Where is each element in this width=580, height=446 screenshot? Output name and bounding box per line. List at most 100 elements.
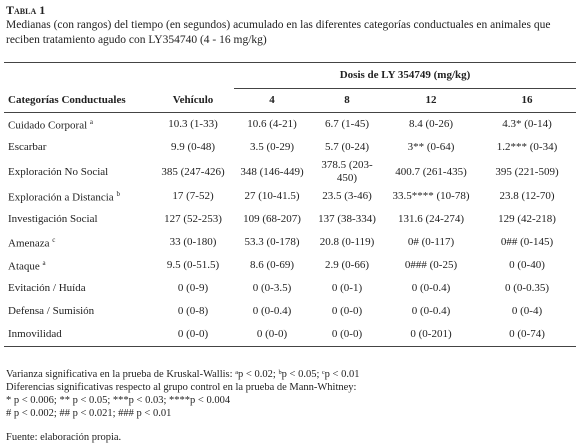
row-label: Escarbar <box>4 136 152 159</box>
cell: 4.3* (0-14) <box>502 118 552 130</box>
cell: 0 (0-4) <box>511 305 543 317</box>
cell: 348 (146-449) <box>240 165 304 178</box>
cell: 0 (0-0) <box>234 323 310 347</box>
cell: 0 (0-0) <box>310 323 384 347</box>
column-header: 8 <box>310 88 384 113</box>
row: Exploración No Social 385 (247-426) 348 (1… <box>4 159 576 185</box>
note-line: Varianza significativa en la prueba de K… <box>6 369 360 380</box>
label-text: Ataque <box>8 260 40 273</box>
cell: 109 (68-207) <box>243 213 301 225</box>
label-text: Escarbar <box>8 141 47 153</box>
cell: 0 (0-0.4) <box>252 305 292 317</box>
cell: 20.8 (0-119) <box>319 236 375 248</box>
row-label: Amenaza c <box>4 231 152 254</box>
row: Investigación Social 127 (52-253) 109 (68-… <box>4 208 576 231</box>
label-text: Evitación / Huída <box>8 282 86 294</box>
label-sup: c <box>52 236 56 245</box>
row-label: Investigación Social <box>4 208 152 231</box>
group-row: Dosis de LY 354749 (mg/kg) <box>4 62 577 89</box>
cell: 1.2*** (0-34) <box>496 141 558 153</box>
cell: 6.7 (1-45) <box>325 118 369 130</box>
note-line: * p < 0.006; ** p < 0.05; ***p < 0.03; *… <box>6 395 231 406</box>
row: Evitación / Huída 0 (0-9) 0 (0-3.5) 0 (0-1)… <box>4 277 576 300</box>
label-text: Cuidado Corporal <box>8 119 88 132</box>
cell: 0 (0-0.4) <box>411 282 451 294</box>
cell: 27 (10-41.5) <box>244 190 300 202</box>
cell: 127 (52-253) <box>164 213 222 225</box>
column-header: 12 <box>384 88 478 113</box>
cell: 23.5 (3-46) <box>322 190 372 202</box>
row: Escarbar 9.9 (0-48) 3.5 (0-29) 5.7 (0-24) 3*… <box>4 136 576 159</box>
cell: 0 (0-1) <box>331 282 363 294</box>
label-text: Exploración a Distancia <box>8 191 114 204</box>
column-header: Vehículo <box>152 88 234 113</box>
label-sup: a <box>42 259 46 268</box>
cell: 53.3 (0-178) <box>244 236 300 248</box>
row-label: Ataque a <box>4 254 152 277</box>
cell: 0 (0-40) <box>509 259 545 271</box>
label-text: Amenaza <box>8 237 50 250</box>
cell: 10.6 (4-21) <box>247 118 297 130</box>
cell: 0## (0-145) <box>500 236 554 248</box>
cell: 0 (0-0.4) <box>411 305 451 317</box>
cell: 0# (0-117) <box>407 236 455 248</box>
cell: 10.3 (1-33) <box>168 118 218 130</box>
cell: 3** (0-64) <box>407 141 455 153</box>
row-label: Evitación / Huída <box>4 277 152 300</box>
table-title: Tabla 1 <box>6 3 46 17</box>
cell: 9.9 (0-48) <box>171 141 215 153</box>
cell: 137 (38-334) <box>318 213 376 225</box>
cell: 8.4 (0-26) <box>409 118 453 130</box>
label-sup: a <box>89 118 93 127</box>
group-header: Dosis de LY 354749 (mg/kg) <box>234 62 577 89</box>
cell: 33.5**** (10-78) <box>392 190 470 202</box>
cell: 0 (0-3.5) <box>252 282 292 294</box>
label-text: Exploración No Social <box>8 165 109 178</box>
row-label: Inmovilidad <box>4 323 152 347</box>
cell: 0 (0-201) <box>384 323 478 347</box>
column-header: 16 <box>478 88 577 113</box>
caption: Medianas (con rangos) del tiempo (en seg… <box>6 19 551 46</box>
cell: 5.7 (0-24) <box>325 141 369 153</box>
row: Inmovilidad 0 (0-0) 0 (0-0) 0 (0-0) 0 (0-201… <box>4 323 577 347</box>
row-label: Exploración No Social <box>4 159 152 185</box>
row-label: Exploración a Distancia b <box>4 185 152 208</box>
cell: 400.7 (261-435) <box>395 165 467 178</box>
row: Amenaza c 33 (0-180) 53.3 (0-178) 20.8 (0-1… <box>4 231 576 254</box>
label-text: Investigación Social <box>8 213 98 225</box>
source: Fuente: elaboración propia. <box>6 432 122 443</box>
note-line: # p < 0.002; ## p < 0.021; ### p < 0.01 <box>6 408 172 419</box>
cell: 0 (0-9) <box>177 282 209 294</box>
cell: 0 (0-0) <box>152 323 234 347</box>
cell: 3.5 (0-29) <box>250 141 294 153</box>
label-text: Defensa / Sumisión <box>8 305 95 317</box>
row: Defensa / Sumisión 0 (0-8) 0 (0-0.4) 0 (0-0… <box>4 300 576 323</box>
cell: 2.9 (0-66) <box>325 259 369 271</box>
table: Dosis de LY 354749 (mg/kg) Categorías Co… <box>4 62 577 347</box>
note-line: Diferencias significativas respecto al g… <box>6 382 357 393</box>
cell: 0 (0-0) <box>331 305 363 317</box>
header-row: Categorías Conductuales Vehículo 4 8 12 16 <box>4 88 577 113</box>
column-header: Categorías Conductuales <box>4 88 152 113</box>
row-label: Defensa / Sumisión <box>4 300 152 323</box>
label-sup: b <box>116 190 120 199</box>
row: Exploración a Distancia b 17 (7-52) 27 (10… <box>4 185 576 208</box>
cell: 0### (0-25) <box>404 259 458 271</box>
row: Ataque a 9.5 (0-51.5) 8.6 (0-69) 2.9 (0-66)… <box>4 254 576 277</box>
table-body: Dosis de LY 354749 (mg/kg) Categorías Co… <box>4 62 577 347</box>
label-text: Inmovilidad <box>8 328 62 340</box>
row-label: Cuidado Corporal a <box>4 113 152 137</box>
cell: 131.6 (24-274) <box>398 213 464 225</box>
cell: 0 (0-74) <box>478 323 577 347</box>
cell: 17 (7-52) <box>172 190 214 202</box>
cell: 8.6 (0-69) <box>250 259 294 271</box>
cell: 0 (0-0.35) <box>505 282 550 294</box>
cell: 33 (0-180) <box>169 236 217 248</box>
cell: 23.8 (12-70) <box>499 190 555 202</box>
row: Cuidado Corporal a 10.3 (1-33) 10.6 (4-21)… <box>4 113 576 137</box>
cell: 385 (247-426) <box>161 165 225 178</box>
cell: 395 (221-509) <box>495 165 559 178</box>
notes: Varianza significativa en la prueba de K… <box>6 368 359 420</box>
cell: 378.5 (203-450) <box>321 159 373 184</box>
